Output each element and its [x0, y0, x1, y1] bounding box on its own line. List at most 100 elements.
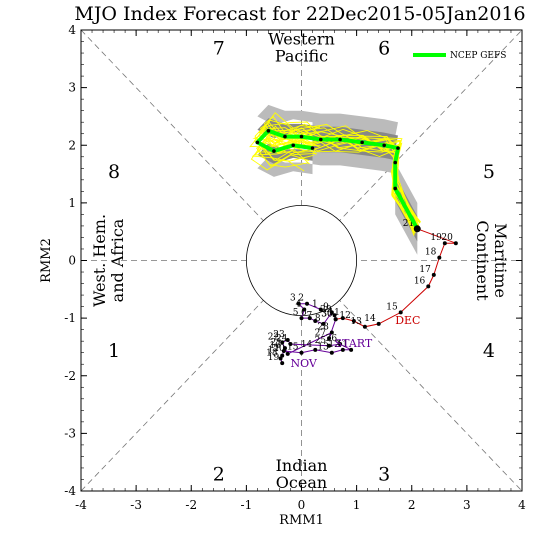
legend-label: NCEP GEFS	[450, 51, 506, 61]
nov-track-day-label: 24	[276, 334, 288, 344]
nov-track-point	[329, 310, 334, 315]
phase-label-1: 1	[108, 340, 120, 362]
nov-track-point	[329, 350, 334, 355]
x-tick-label: -3	[130, 498, 142, 512]
nov-track-day-label: 19	[268, 353, 280, 363]
nov-track-point	[318, 307, 323, 312]
dec-track-point	[453, 241, 458, 246]
nov-track-point	[340, 347, 345, 352]
phase-label-2: 2	[213, 464, 225, 486]
phase-label-6: 6	[378, 37, 390, 59]
x-axis-label: RMM1	[279, 513, 324, 528]
nov-track-day-label: 26	[326, 334, 338, 344]
nov-track-day-label: 18	[266, 348, 278, 358]
nov-track-point	[307, 316, 312, 321]
forecast-mean-point	[283, 134, 287, 139]
nov-track-point	[299, 350, 304, 355]
forecast-mean-point	[360, 140, 364, 145]
nov-track-day-label: 2	[298, 294, 304, 304]
nov-track-point	[321, 321, 326, 326]
y-tick-label: -2	[64, 369, 76, 383]
nov-track-day-label: 28	[317, 323, 329, 333]
nov-track-day-label: 3	[290, 294, 296, 304]
dec-label: DEC	[395, 314, 420, 327]
region-top-line1: Western	[268, 29, 335, 48]
dec-track-point	[362, 324, 367, 329]
nov-track-day-label: 29	[320, 305, 332, 315]
dec-track-day-label: 30	[321, 309, 333, 319]
nov-track-day-label: 13	[317, 343, 329, 353]
x-tick-label: 1	[353, 498, 361, 512]
nov-track-day-label: 9	[323, 302, 329, 312]
nov-track-point	[296, 301, 301, 306]
y-axis-label: RMM2	[39, 238, 54, 283]
nov-track-point	[302, 307, 307, 312]
x-tick-label: -4	[75, 498, 87, 512]
nov-track-day-label: 20	[273, 344, 285, 354]
dec-track-day-label: 21	[403, 219, 414, 229]
region-right-line2: Continent	[473, 220, 492, 301]
title-group: MJO Index Forecast for 22Dec2015-05Jan20…	[74, 3, 525, 25]
nov-track-point	[280, 353, 285, 358]
forecast-mean-point	[255, 140, 260, 145]
unit-circle	[245, 204, 358, 317]
dec-track-day-label: 19	[430, 233, 442, 243]
dec-track-point	[398, 310, 403, 315]
nov-track-day-label: 14	[301, 340, 313, 350]
nov-track-point	[288, 342, 293, 347]
forecast-mean-point	[266, 129, 271, 133]
nov-track-day-label: 17	[268, 346, 280, 356]
forecast-mean-point	[393, 160, 398, 165]
dec-track-day-label: 18	[425, 248, 437, 258]
phase-label-3: 3	[378, 464, 390, 486]
nov-track-point	[329, 330, 334, 335]
region-bottom-line1: Indian	[276, 456, 328, 475]
dec-track-point	[437, 255, 442, 260]
nov-track-point	[349, 347, 354, 352]
y-tick-label: 0	[68, 254, 76, 268]
x-tick-label: 0	[298, 498, 306, 512]
x-tick-label: -2	[185, 498, 197, 512]
nov-track-day-label: 5	[293, 308, 299, 318]
nov-track-point	[285, 338, 290, 343]
nov-track-point	[327, 343, 332, 348]
nov-track-point	[327, 336, 332, 341]
x-tick-label: 4	[518, 498, 526, 512]
y-tick-label: -3	[64, 426, 76, 440]
phase-label-8: 8	[108, 161, 120, 183]
forecast-mean-point	[310, 146, 315, 150]
nov-track-day-label: 6	[301, 308, 307, 318]
x-tick-label: 2	[408, 498, 416, 512]
y-tick-label: -1	[64, 311, 76, 325]
dec-track-point	[376, 321, 381, 326]
nov-track-day-label: 27	[315, 328, 327, 338]
forecast-mean-point	[299, 134, 304, 139]
forecast-mean	[255, 128, 421, 233]
region-left-line1: West. Hem.	[90, 214, 109, 307]
dec-track-day-label: 15	[386, 302, 398, 312]
diagonal-guide	[80, 29, 523, 492]
phase-label-5: 5	[483, 161, 495, 183]
nov-track-day-label: 16	[269, 341, 281, 351]
phase-label-4: 4	[483, 340, 495, 362]
nov-track-day-label: 21	[271, 338, 282, 348]
dec-track-day-label: 16	[414, 276, 426, 286]
nov-track-day-label: 11	[337, 340, 348, 350]
nov-track-point	[313, 347, 318, 352]
dec-track-day-label: 12	[339, 311, 350, 321]
nov-track-day-label: 7	[307, 311, 313, 321]
dec-track-day-label: 14	[364, 314, 376, 324]
nov-track-point	[280, 361, 285, 366]
nov-track-day-label: 8	[315, 314, 321, 324]
nov-track-day-label: 12	[328, 340, 339, 350]
nov-track-point	[280, 340, 285, 345]
nov-track-day-label: 25	[315, 336, 327, 346]
dec-track-point	[426, 284, 431, 289]
forecast-mean-point	[382, 143, 386, 148]
region-top-line2: Pacific	[275, 47, 328, 66]
start-label: START	[335, 337, 373, 350]
